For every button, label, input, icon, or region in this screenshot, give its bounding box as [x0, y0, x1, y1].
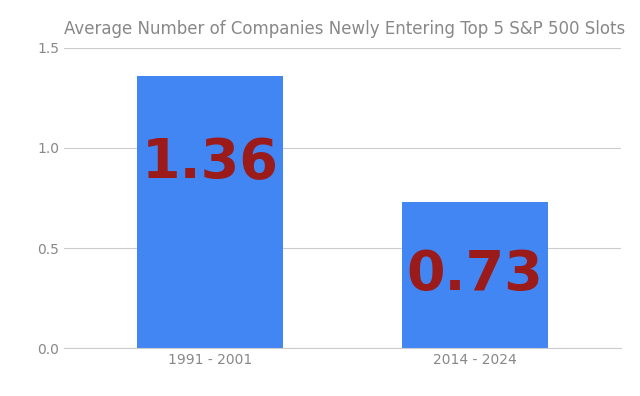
Text: 1.36: 1.36	[141, 136, 278, 190]
Text: Average Number of Companies Newly Entering Top 5 S&P 500 Slots: Average Number of Companies Newly Enteri…	[64, 20, 625, 38]
Bar	[137, 76, 283, 348]
Text: 0.73: 0.73	[406, 248, 543, 302]
Bar	[402, 202, 548, 348]
